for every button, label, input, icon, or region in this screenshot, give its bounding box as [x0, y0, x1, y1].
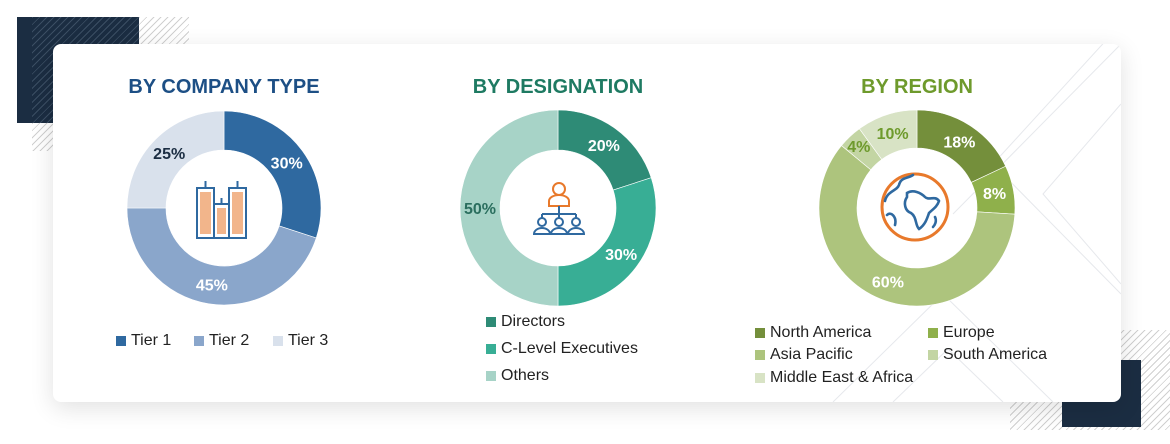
legend-label: Directors: [501, 313, 566, 330]
data-label: 18%: [943, 134, 975, 151]
donut-slice-asia-pacific: [818, 145, 1016, 307]
legend-label: Asia Pacific: [770, 346, 853, 363]
legend-item-directors: Directors: [486, 313, 565, 331]
org-hierarchy-icon: [532, 182, 586, 235]
legend-label: C-Level Executives: [501, 340, 638, 357]
legend-item-others: Others: [486, 367, 549, 385]
legend-label: Others: [501, 367, 550, 384]
legend-item-south-america: South America: [928, 346, 1047, 364]
data-label: 30%: [271, 155, 303, 172]
legend-item-middle-east-africa: Middle East & Africa: [755, 369, 913, 387]
legend-item-asia-pacific: Asia Pacific: [755, 346, 853, 364]
data-label: 25%: [153, 146, 185, 163]
globe-icon: [880, 172, 950, 242]
legend-item-europe: Europe: [928, 324, 995, 342]
donut-slice-middle-east-africa: [858, 109, 918, 160]
legend-label: South America: [943, 346, 1048, 363]
legend-item-c-level: C-Level Executives: [486, 340, 638, 358]
donut-slice-tier-3: [126, 110, 225, 209]
legend-swatch: [928, 350, 938, 360]
donut-slice-others: [459, 109, 559, 307]
data-label: 30%: [605, 247, 637, 264]
data-label: 45%: [196, 278, 228, 295]
legend-swatch: [273, 336, 283, 346]
decor-hatch: [32, 123, 54, 151]
legend-item-tier-2: Tier 2: [194, 332, 249, 350]
legend-label: Tier 1: [131, 332, 172, 349]
legend-swatch: [486, 317, 496, 327]
chart-title-company-type: BY COMPANY TYPE: [128, 76, 320, 98]
data-label: 4%: [847, 139, 870, 156]
legend-label: Tier 2: [209, 332, 250, 349]
legend-swatch: [194, 336, 204, 346]
decor-hatch: [139, 17, 189, 45]
legend-swatch: [486, 371, 496, 381]
legend-swatch: [755, 350, 765, 360]
legend-item-tier-1: Tier 1: [116, 332, 171, 350]
data-label: 10%: [877, 126, 909, 143]
legend-item-tier-3: Tier 3: [273, 332, 328, 350]
legend-label: Middle East & Africa: [770, 369, 914, 386]
legend-swatch: [755, 328, 765, 338]
legend-item-north-america: North America: [755, 324, 871, 342]
donut-slice-tier-2: [126, 207, 317, 306]
legend-swatch: [928, 328, 938, 338]
data-label: 20%: [588, 138, 620, 155]
legend-label: North America: [770, 324, 872, 341]
data-label: 50%: [464, 201, 496, 218]
legend-swatch: [486, 344, 496, 354]
chart-title-designation: BY DESIGNATION: [472, 76, 644, 98]
legend-swatch: [116, 336, 126, 346]
chart-title-region: BY REGION: [861, 76, 973, 98]
donut-slice-tier-1: [223, 110, 322, 239]
data-label: 60%: [872, 274, 904, 291]
buildings-icon: [196, 181, 247, 239]
legend-swatch: [755, 373, 765, 383]
data-label: 8%: [983, 186, 1006, 203]
donut-slice-c-level-executives: [557, 177, 657, 307]
legend-label: Tier 3: [288, 332, 329, 349]
legend-label: Europe: [943, 324, 995, 341]
